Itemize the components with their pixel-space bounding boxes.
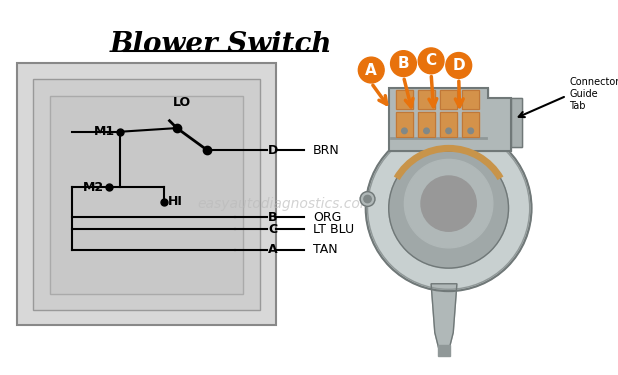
Polygon shape	[389, 88, 511, 151]
Circle shape	[424, 128, 430, 133]
Text: ORG: ORG	[313, 211, 342, 224]
Polygon shape	[431, 284, 457, 351]
Bar	[441, 111, 457, 137]
Text: D: D	[452, 58, 465, 73]
Bar	[33, 79, 260, 309]
Text: A: A	[365, 63, 377, 78]
Text: TAN: TAN	[313, 243, 338, 256]
Circle shape	[368, 127, 530, 289]
Bar	[511, 98, 522, 147]
Text: HI: HI	[167, 195, 182, 208]
Bar	[418, 111, 435, 137]
Circle shape	[421, 176, 476, 231]
Text: M2: M2	[83, 180, 104, 194]
Text: M1: M1	[94, 125, 115, 138]
Bar	[511, 98, 522, 147]
Text: D: D	[268, 144, 278, 157]
Circle shape	[446, 53, 472, 78]
Text: Connector
Guide
Tab: Connector Guide Tab	[569, 76, 618, 111]
Circle shape	[366, 125, 531, 291]
Bar	[396, 90, 413, 109]
Circle shape	[404, 159, 493, 248]
Bar	[439, 345, 449, 355]
Bar	[418, 90, 435, 109]
Bar	[462, 111, 479, 137]
Bar	[418, 111, 435, 137]
Circle shape	[389, 148, 509, 268]
Text: C: C	[426, 53, 437, 68]
Bar	[441, 90, 457, 109]
Bar	[17, 63, 276, 325]
Text: LO: LO	[173, 96, 192, 109]
Circle shape	[418, 48, 444, 74]
Text: easyautodiagnostics.com: easyautodiagnostics.com	[197, 196, 374, 211]
Bar	[462, 90, 479, 109]
Text: A: A	[268, 243, 277, 256]
Circle shape	[358, 57, 384, 83]
Bar	[441, 111, 457, 137]
Circle shape	[446, 128, 451, 133]
Text: Blower Switch: Blower Switch	[110, 32, 332, 58]
Text: BRN: BRN	[313, 144, 340, 157]
Bar	[49, 96, 243, 294]
Bar	[441, 90, 457, 109]
Circle shape	[360, 192, 375, 206]
Circle shape	[402, 128, 407, 133]
Bar	[396, 111, 413, 137]
Text: B: B	[397, 56, 409, 71]
Bar	[396, 111, 413, 137]
Bar	[418, 90, 435, 109]
Circle shape	[468, 128, 473, 133]
Text: LT BLU: LT BLU	[313, 223, 354, 236]
Circle shape	[391, 51, 417, 76]
Text: B: B	[268, 211, 277, 224]
Circle shape	[364, 195, 371, 203]
Bar	[462, 111, 479, 137]
Bar	[396, 90, 413, 109]
Text: C: C	[268, 223, 277, 236]
Bar	[462, 90, 479, 109]
